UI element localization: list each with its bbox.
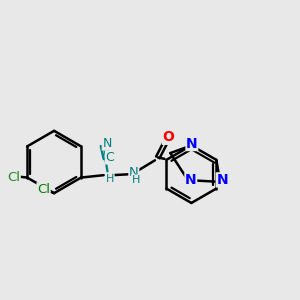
Text: C: C bbox=[106, 151, 114, 164]
Text: N: N bbox=[185, 173, 196, 187]
Text: N: N bbox=[186, 136, 198, 151]
Text: O: O bbox=[162, 130, 174, 144]
Text: Cl: Cl bbox=[37, 183, 50, 196]
Text: H: H bbox=[132, 175, 140, 185]
Text: N: N bbox=[129, 166, 139, 179]
Text: Cl: Cl bbox=[7, 171, 20, 184]
Text: N: N bbox=[102, 137, 112, 150]
Text: N: N bbox=[216, 173, 228, 187]
Text: H: H bbox=[106, 174, 114, 184]
